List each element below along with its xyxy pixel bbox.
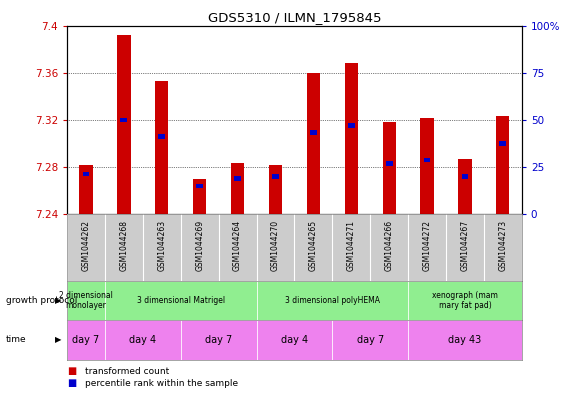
Bar (181, 320, 257, 360)
Text: day 7: day 7 (72, 335, 100, 345)
Bar (121, 118, 127, 122)
Bar (310, 130, 317, 135)
Text: ▶: ▶ (55, 336, 61, 344)
Text: time: time (6, 336, 26, 344)
Text: GSM1044267: GSM1044267 (461, 220, 469, 271)
Text: GSM1044271: GSM1044271 (347, 220, 356, 270)
Text: day 7: day 7 (357, 335, 384, 345)
Text: GSM1044269: GSM1044269 (195, 220, 204, 271)
Bar (83, 172, 89, 176)
Bar (79, 165, 93, 214)
Bar (257, 320, 332, 360)
Bar (424, 158, 430, 162)
Text: GSM1044270: GSM1044270 (271, 220, 280, 271)
Text: day 4: day 4 (281, 335, 308, 345)
Text: GSM1044265: GSM1044265 (309, 220, 318, 271)
Text: xenograph (mam
mary fat pad): xenograph (mam mary fat pad) (432, 291, 498, 310)
Bar (234, 176, 241, 181)
Bar (500, 141, 506, 146)
Text: transformed count: transformed count (85, 367, 169, 376)
Title: GDS5310 / ILMN_1795845: GDS5310 / ILMN_1795845 (208, 11, 381, 24)
Bar (408, 320, 522, 360)
Text: growth protocol: growth protocol (6, 296, 77, 305)
Text: GSM1044263: GSM1044263 (157, 220, 166, 271)
Bar (105, 281, 257, 320)
Bar (105, 320, 181, 360)
Text: GSM1044266: GSM1044266 (385, 220, 394, 271)
Text: day 43: day 43 (448, 335, 482, 345)
Text: 2 dimensional
monolayer: 2 dimensional monolayer (59, 291, 113, 310)
Bar (193, 179, 206, 214)
Bar (269, 165, 282, 214)
Text: ■: ■ (67, 378, 76, 388)
Text: ▶: ▶ (55, 296, 61, 305)
Text: day 4: day 4 (129, 335, 156, 345)
Bar (272, 174, 279, 179)
Text: GSM1044262: GSM1044262 (82, 220, 90, 270)
Bar (155, 81, 168, 214)
Text: GSM1044264: GSM1044264 (233, 220, 242, 271)
Bar (67, 281, 105, 320)
Bar (307, 73, 320, 214)
Bar (257, 281, 408, 320)
Text: percentile rank within the sample: percentile rank within the sample (85, 379, 238, 387)
Text: GSM1044268: GSM1044268 (120, 220, 128, 270)
Bar (496, 116, 510, 214)
Text: GSM1044273: GSM1044273 (498, 220, 507, 271)
Text: GSM1044272: GSM1044272 (423, 220, 431, 270)
Bar (67, 320, 105, 360)
Text: 3 dimensional Matrigel: 3 dimensional Matrigel (136, 296, 225, 305)
Bar (386, 161, 392, 166)
Text: 3 dimensional polyHEMA: 3 dimensional polyHEMA (285, 296, 380, 305)
Bar (332, 320, 408, 360)
Text: day 7: day 7 (205, 335, 232, 345)
Text: ■: ■ (67, 366, 76, 376)
Bar (196, 184, 203, 188)
Bar (159, 134, 165, 139)
Bar (348, 123, 354, 128)
Bar (345, 63, 358, 214)
Bar (408, 281, 522, 320)
Bar (420, 118, 434, 214)
Bar (458, 159, 472, 214)
Bar (462, 174, 468, 179)
Bar (382, 122, 396, 214)
Bar (231, 163, 244, 214)
Bar (117, 35, 131, 214)
